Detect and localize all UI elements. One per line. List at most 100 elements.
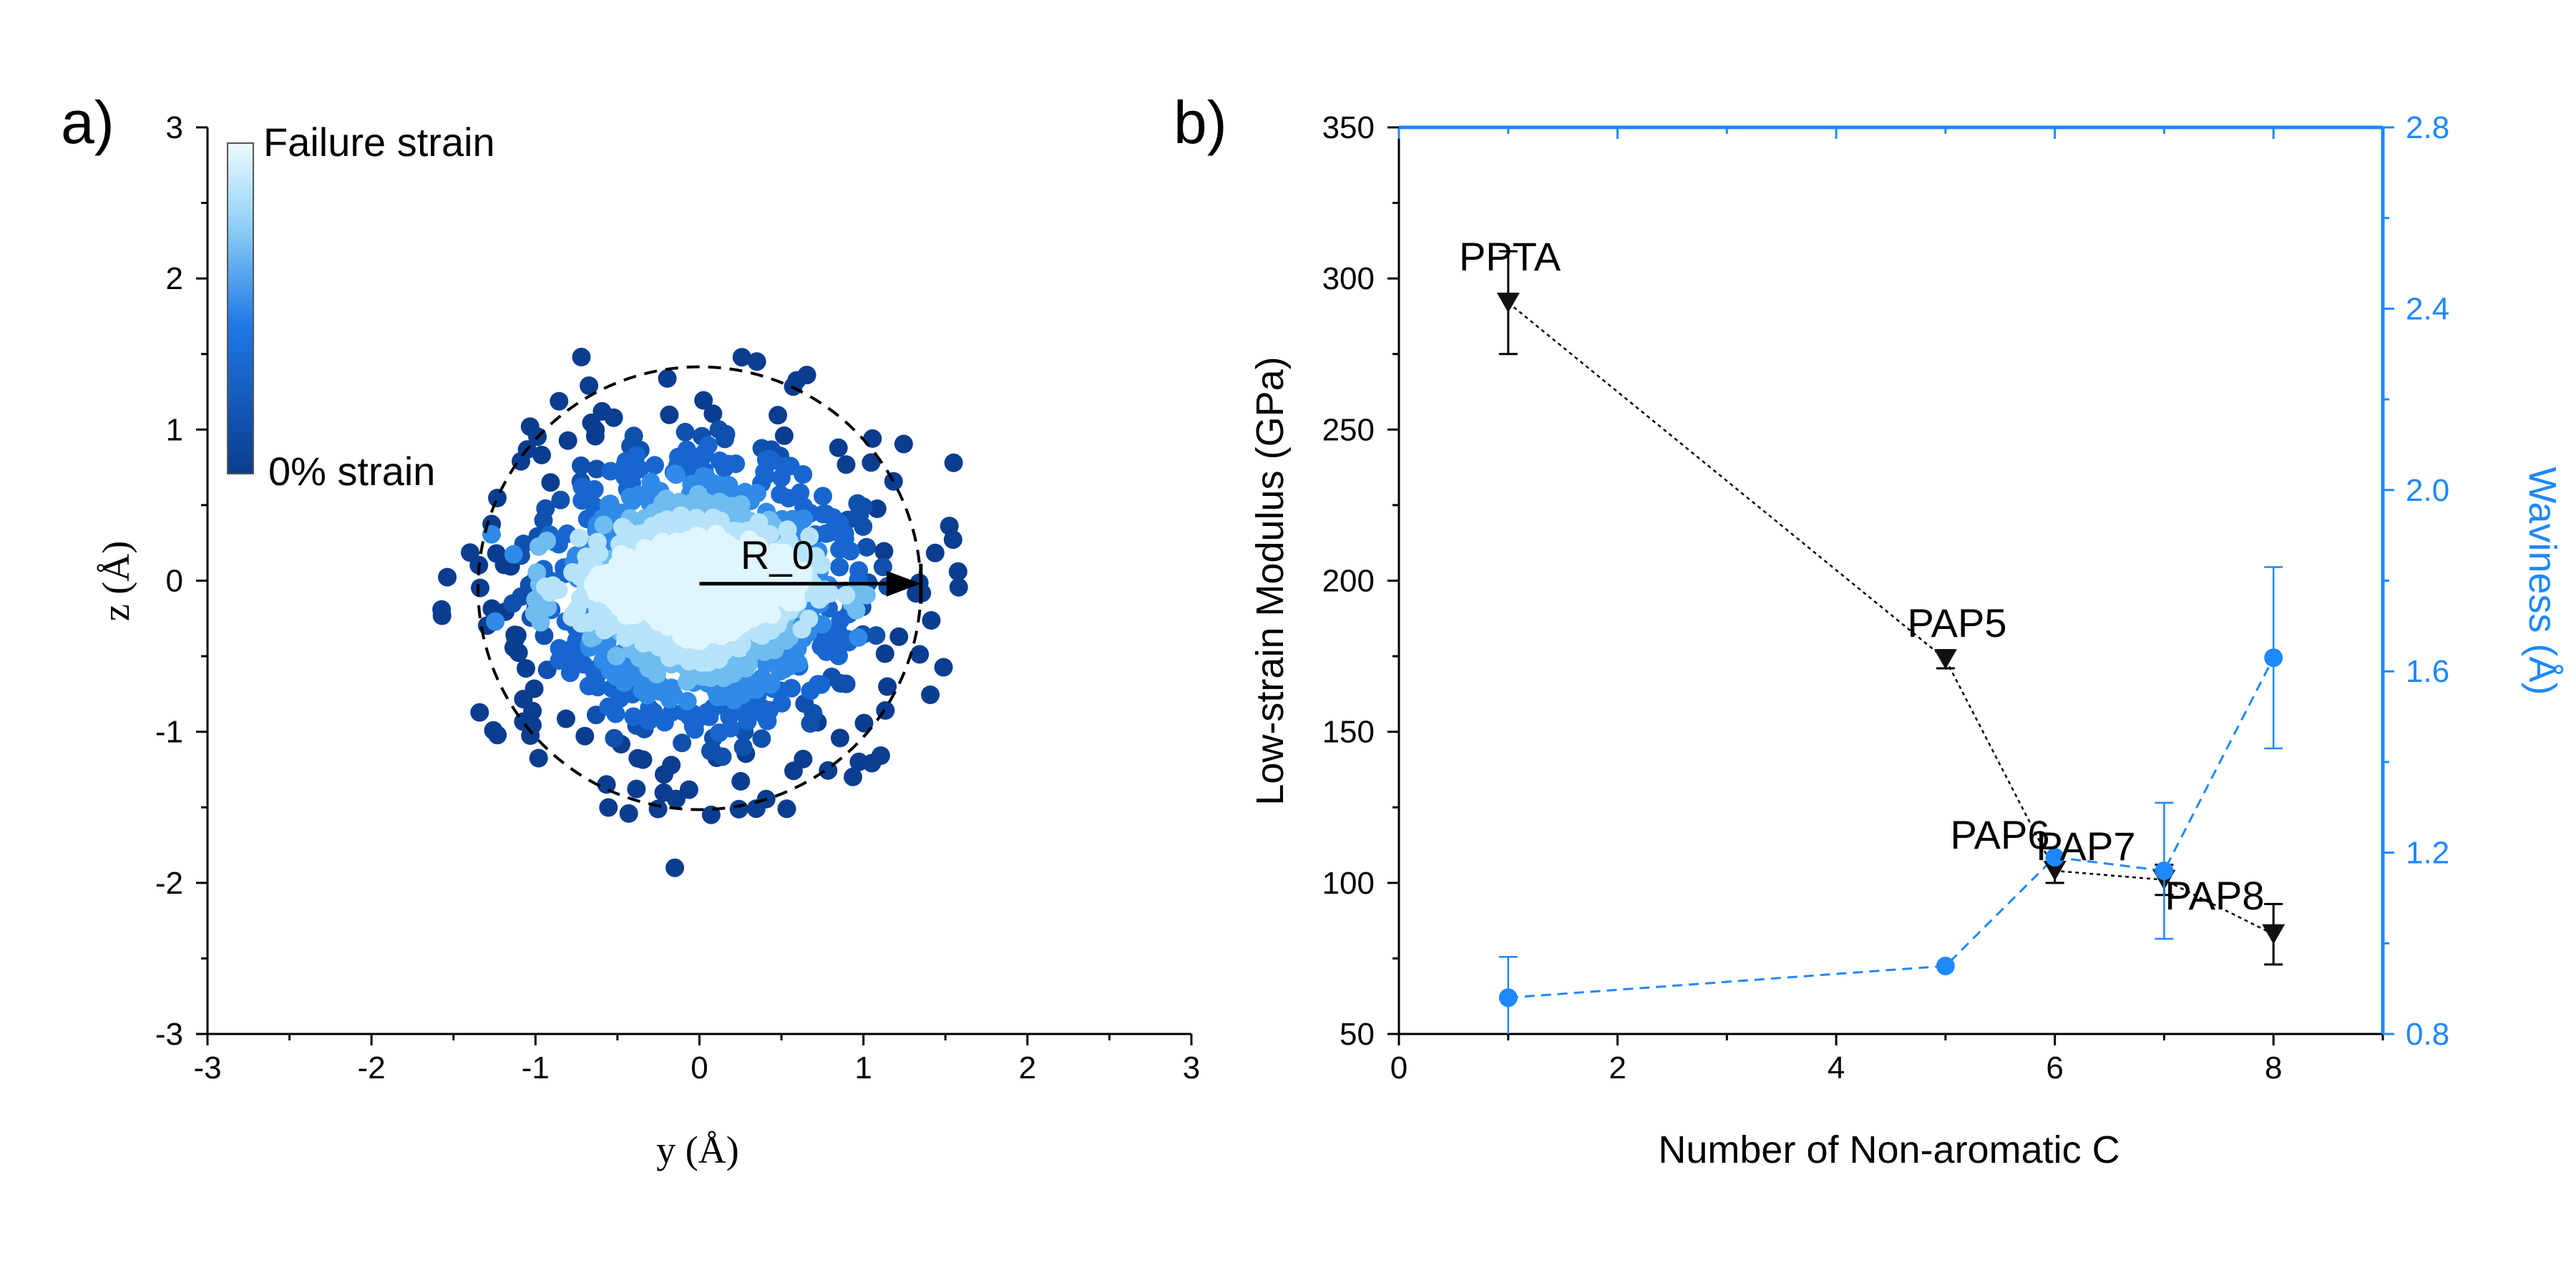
panel-b-y-tick-label: 50: [1340, 1017, 1375, 1052]
strain-point: [943, 530, 962, 550]
strain-point: [679, 780, 698, 799]
strain-point: [831, 610, 850, 630]
strain-point: [771, 468, 791, 487]
strain-point: [532, 445, 551, 464]
modulus-point: [1496, 292, 1520, 313]
panel-b-right-tick-label: 2.4: [2406, 291, 2449, 326]
strain-point: [509, 643, 528, 663]
strain-point: [854, 713, 874, 733]
strain-point: [660, 405, 679, 424]
strain-point: [830, 540, 849, 559]
strain-point: [874, 542, 894, 561]
panel-a-y-tick-label: -2: [155, 866, 183, 901]
panel-a-y-tick-label: -1: [155, 715, 183, 750]
strain-point: [627, 779, 646, 799]
strain-point: [623, 492, 642, 511]
strain-point: [550, 391, 569, 411]
strain-point: [857, 537, 877, 557]
strain-point: [673, 733, 692, 753]
panel-b-right-tick-label: 1.6: [2406, 654, 2449, 689]
panel-b-x-tick-label: 0: [1390, 1050, 1407, 1085]
strain-point: [624, 707, 643, 726]
strain-point: [572, 348, 591, 366]
strain-point: [774, 426, 794, 445]
strain-point: [771, 484, 790, 504]
strain-point: [894, 434, 913, 454]
strain-point: [693, 447, 713, 465]
strain-point: [732, 348, 751, 367]
strain-point: [889, 627, 909, 646]
panel-a-x-tick-label: -1: [522, 1050, 550, 1085]
strain-point: [438, 567, 457, 587]
strain-point: [690, 579, 709, 597]
strain-point: [538, 597, 557, 617]
panel-b-y-tick-label: 150: [1322, 715, 1375, 750]
strain-point: [585, 426, 605, 446]
colorbar-top-label: Failure strain: [263, 119, 495, 165]
strain-point: [910, 645, 930, 664]
modulus-point: [2262, 924, 2285, 945]
waviness-point: [1936, 956, 1955, 975]
radius-label: R_0: [741, 532, 814, 577]
strain-point: [594, 515, 613, 535]
strain-point: [703, 404, 723, 424]
strain-point: [580, 376, 599, 395]
strain-point: [601, 462, 620, 481]
strain-point: [633, 750, 653, 769]
strain-point: [534, 511, 553, 530]
polymer-label: PAP5: [1907, 600, 2006, 645]
panel-b-y-tick-label: 250: [1322, 412, 1375, 447]
panel-b-ylabel-right: Waviness (Å): [2521, 467, 2564, 695]
strain-point: [597, 775, 616, 794]
panel-a-x-tick-label: 2: [1019, 1050, 1036, 1085]
strain-point: [486, 612, 505, 631]
polymer-label: PAP8: [2165, 873, 2264, 918]
strain-point: [948, 562, 967, 581]
strain-point: [470, 703, 489, 722]
panel-a-x-tick-label: -2: [358, 1050, 386, 1085]
strain-point: [662, 756, 681, 775]
strain-point: [645, 456, 664, 475]
strain-point: [517, 659, 535, 678]
modulus-point: [1933, 649, 1957, 670]
strain-point: [507, 625, 527, 645]
panel-a-y-tick-label: 0: [166, 564, 183, 599]
panel-a-y-tick-label: 3: [166, 110, 183, 145]
strain-point: [665, 858, 685, 877]
polymer-label: PPTA: [1459, 234, 1561, 279]
strain-point: [922, 611, 941, 630]
strain-point: [572, 456, 591, 475]
strain-point: [570, 528, 589, 547]
strain-point: [648, 799, 668, 819]
panel-b-right-tick-label: 2.0: [2406, 473, 2449, 508]
strain-point: [849, 628, 868, 647]
panel-a-axes: -3 -2 -1 0 1 2 3 -3 -2 -1 0 1 2 3: [155, 110, 1200, 1085]
strain-point: [867, 499, 887, 518]
panel-b-right-tick-label: 0.8: [2406, 1017, 2449, 1052]
strain-point: [733, 738, 753, 757]
strain-point: [862, 453, 881, 472]
waviness-point: [2264, 648, 2283, 668]
strain-point: [863, 429, 882, 448]
panel-b-y-tick-label: 200: [1322, 564, 1375, 599]
strain-point: [830, 728, 849, 748]
strain-point: [753, 668, 772, 688]
panel-a-x-tick-label: 0: [691, 1050, 708, 1085]
strain-point: [529, 748, 548, 768]
panel-b-y-tick-label: 350: [1322, 110, 1375, 145]
colorbar: [227, 142, 254, 474]
strain-point: [587, 459, 606, 479]
strain-point: [760, 525, 779, 544]
strain-point: [814, 487, 832, 506]
strain-point: [488, 726, 507, 745]
panel-a-y-tick-label: 1: [166, 412, 183, 447]
panel-a-x-tick-label: 1: [854, 1050, 872, 1085]
strain-point: [619, 804, 638, 823]
panel-a-y-tick-label: -3: [155, 1017, 183, 1052]
panel-a-x-tick-label: -3: [193, 1050, 221, 1085]
strain-point: [830, 557, 849, 577]
strain-point: [949, 577, 968, 597]
strain-point: [675, 422, 695, 441]
panel-a-x-tick-label: 3: [1183, 1050, 1200, 1085]
